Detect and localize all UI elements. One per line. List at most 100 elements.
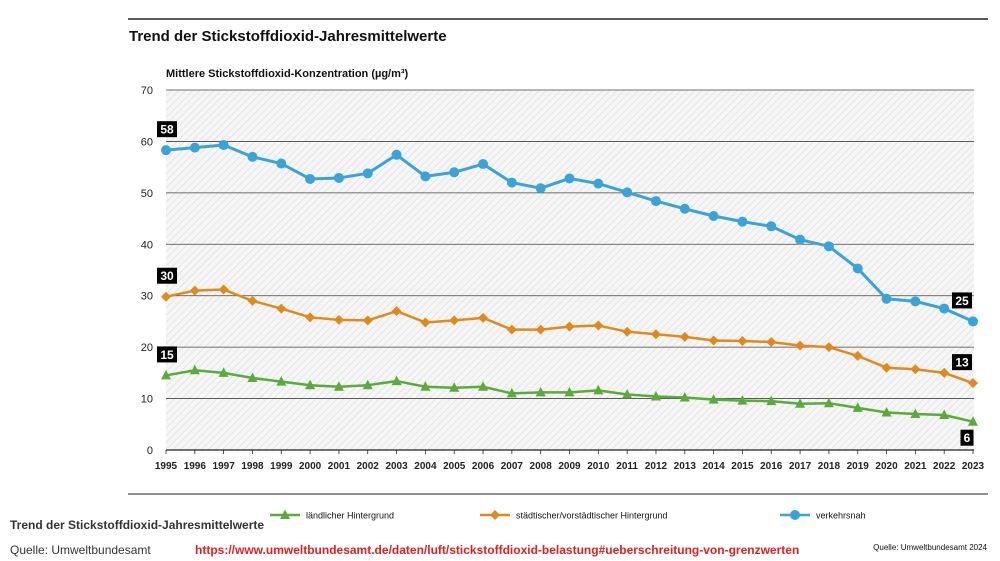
value-label: 6 <box>964 431 971 445</box>
data-point <box>737 335 748 346</box>
x-tick-label: 2009 <box>558 461 581 472</box>
data-point <box>795 398 806 408</box>
y-tick-label: 0 <box>147 445 153 457</box>
data-point <box>247 295 258 306</box>
data-point <box>449 382 460 392</box>
x-tick-label: 2013 <box>674 461 697 472</box>
value-label: 13 <box>955 356 969 370</box>
x-tick-label: 2018 <box>818 461 841 472</box>
data-point <box>305 379 316 390</box>
data-point <box>189 285 200 296</box>
value-label: 30 <box>160 269 174 283</box>
data-point <box>968 416 978 426</box>
data-point <box>679 392 690 402</box>
data-point <box>161 369 171 380</box>
y-tick-label: 40 <box>141 239 153 251</box>
x-tick-label: 1999 <box>270 461 293 472</box>
series-l-ndlicher-hintergrund <box>161 364 978 426</box>
x-tick-label: 1997 <box>213 461 236 472</box>
data-point <box>362 168 373 179</box>
value-label: 25 <box>955 294 969 308</box>
data-point <box>708 394 719 404</box>
x-tick-label: 2002 <box>357 461 380 472</box>
data-point <box>189 364 200 375</box>
x-tick-label: 2016 <box>760 461 783 472</box>
data-point <box>420 381 431 391</box>
data-point <box>218 284 229 295</box>
y-tick-label: 20 <box>141 342 153 354</box>
data-point <box>305 312 316 323</box>
data-point <box>333 172 344 183</box>
legend-label: verkehrsnah <box>816 511 866 521</box>
data-point <box>564 386 575 397</box>
x-tick-label: 2001 <box>328 461 351 472</box>
data-point <box>622 187 633 198</box>
y-tick-label: 30 <box>141 291 153 303</box>
data-point <box>161 291 171 302</box>
x-tick-label: 2014 <box>702 461 725 472</box>
data-point <box>535 183 546 194</box>
series-st-dtischer-vorst-dtischer-hintergrund <box>161 284 978 389</box>
x-tick-label: 2022 <box>933 461 956 472</box>
chart-source-note: Quelle: Umweltbundesamt 2024 <box>873 543 987 552</box>
data-point <box>449 167 460 178</box>
data-point <box>852 402 863 412</box>
data-point <box>478 312 489 323</box>
data-point <box>708 211 719 221</box>
data-point <box>852 263 863 274</box>
data-point <box>362 315 373 326</box>
data-point <box>766 221 777 232</box>
data-point <box>189 142 200 153</box>
x-tick-label: 2008 <box>530 461 553 472</box>
x-tick-label: 2017 <box>789 461 812 472</box>
data-point <box>679 203 690 214</box>
x-tick-label: 1996 <box>184 461 207 472</box>
data-point <box>968 378 978 389</box>
data-point <box>679 331 690 342</box>
x-tick-label: 2005 <box>443 461 466 472</box>
legend: ländlicher Hintergrund städtischer/vorstä… <box>270 509 866 521</box>
x-tick-label: 2011 <box>616 461 638 472</box>
data-point <box>161 145 171 156</box>
data-point <box>280 509 290 519</box>
x-tick-label: 2015 <box>731 461 754 472</box>
value-label-box <box>952 292 972 309</box>
footer-caption: Trend der Stickstoffdioxid-Jahresmittelw… <box>10 518 265 532</box>
x-tick-label: 2020 <box>875 461 898 472</box>
data-point <box>333 381 344 391</box>
data-point <box>593 178 604 189</box>
data-point <box>881 406 892 417</box>
value-label-box <box>157 121 177 138</box>
data-point <box>478 159 489 170</box>
chart-title: Trend der Stickstoffdioxid-Jahresmittelw… <box>129 28 447 45</box>
y-tick-label: 10 <box>141 394 153 406</box>
data-point <box>478 381 489 391</box>
value-label-box <box>157 346 177 363</box>
data-point <box>218 140 229 151</box>
value-label-box <box>952 354 972 371</box>
legend-label: städtischer/vorstädtischer Hintergrund <box>516 511 668 521</box>
y-axis-ticks: 0 10 20 30 40 50 60 70 <box>141 85 153 457</box>
x-tick-label: 2019 <box>847 461 870 472</box>
data-point <box>910 364 921 375</box>
legend-item: städtischer/vorstädtischer Hintergrund <box>480 510 668 521</box>
data-point <box>766 395 777 406</box>
data-point <box>766 337 777 347</box>
series-verkehrsnah <box>161 140 978 327</box>
source-url-link[interactable]: https://www.umweltbundesamt.de/daten/luf… <box>195 543 800 557</box>
data-point <box>276 376 287 386</box>
value-label: 58 <box>160 123 174 137</box>
x-tick-label: 2003 <box>385 461 408 472</box>
data-point <box>650 329 661 340</box>
gridlines <box>166 89 974 451</box>
x-tick-label: 2010 <box>587 461 610 472</box>
data-point <box>650 196 661 207</box>
data-point <box>650 391 661 401</box>
data-point <box>333 314 344 325</box>
data-point <box>391 149 402 160</box>
y-tick-label: 50 <box>141 188 153 200</box>
data-point <box>910 408 921 418</box>
x-tick-label: 1995 <box>155 461 178 472</box>
data-point <box>247 372 258 382</box>
